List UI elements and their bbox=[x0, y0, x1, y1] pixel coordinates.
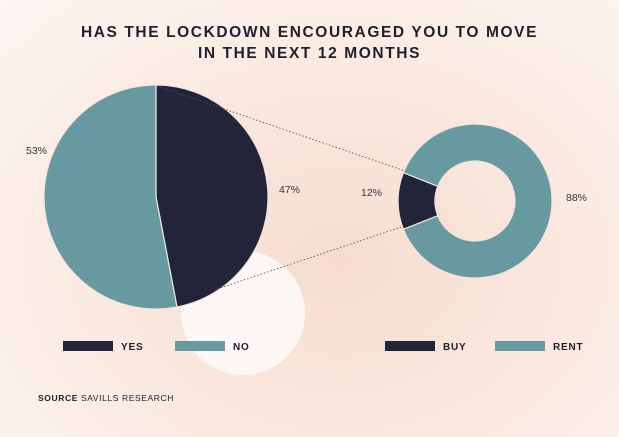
title-line-2: IN THE NEXT 12 MONTHS bbox=[197, 45, 422, 62]
legend-label-rent: RENT bbox=[553, 342, 583, 353]
pie-chart-lockdown: 47% 53% bbox=[26, 84, 300, 310]
pie-label-no: 53% bbox=[26, 145, 47, 157]
legend-label-no: NO bbox=[233, 342, 250, 353]
legend-label-buy: BUY bbox=[443, 342, 467, 353]
legend-swatch-buy bbox=[385, 341, 435, 351]
legend-label-yes: YES bbox=[121, 342, 143, 353]
source-text: SAVILLS RESEARCH bbox=[80, 393, 174, 403]
pie-label-yes: 47% bbox=[279, 184, 300, 196]
legend-swatch-yes bbox=[63, 341, 113, 351]
legend-swatch-no bbox=[175, 341, 225, 351]
donut-label-buy: 12% bbox=[361, 187, 382, 199]
donut-label-rent: 88% bbox=[566, 192, 587, 204]
connector-line-bottom bbox=[213, 213, 441, 291]
legend-swatch-rent bbox=[495, 341, 545, 351]
connector-line-top bbox=[159, 86, 441, 184]
pie-slice-yes bbox=[155, 84, 269, 308]
pie-slice-no bbox=[43, 84, 178, 310]
zoom-connectors bbox=[159, 86, 441, 291]
legend: YES NO BUY RENT bbox=[63, 341, 583, 353]
chart-title: HAS THE LOCKDOWN ENCOURAGED YOU TO MOVE … bbox=[0, 22, 619, 64]
source-label: SOURCE bbox=[38, 393, 78, 403]
donut-chart-buy-rent: 12% 88% bbox=[361, 123, 587, 279]
donut-slice-rent bbox=[402, 123, 553, 279]
source-note: SOURCE SAVILLS RESEARCH bbox=[38, 393, 174, 403]
title-line-1: HAS THE LOCKDOWN ENCOURAGED YOU TO MOVE bbox=[80, 24, 539, 41]
